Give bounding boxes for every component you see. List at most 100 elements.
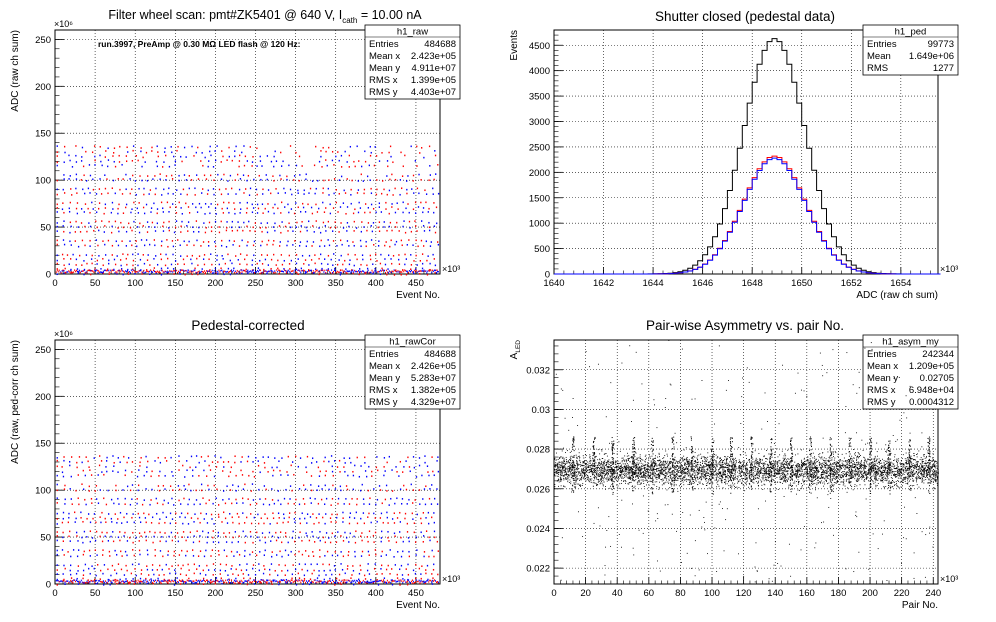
baseline-point — [293, 580, 295, 583]
data-point — [69, 175, 71, 177]
baseline-point — [129, 581, 131, 584]
baseline-point — [152, 581, 154, 584]
data-point — [342, 517, 344, 519]
data-point — [322, 187, 324, 190]
data-point — [198, 255, 201, 257]
data-point — [204, 460, 206, 462]
data-point — [114, 578, 116, 581]
data-point — [388, 212, 390, 215]
data-point — [245, 211, 248, 214]
data-point — [412, 489, 415, 491]
y-tick-label: 500 — [534, 244, 550, 255]
data-point — [217, 513, 220, 516]
data-point — [144, 244, 146, 247]
data-point — [98, 207, 100, 210]
data-point — [921, 473, 923, 475]
data-point — [104, 187, 107, 190]
data-point — [259, 160, 262, 162]
data-point — [317, 485, 320, 487]
x-tick-label: 1642 — [593, 278, 614, 289]
data-point — [761, 480, 763, 482]
data-point — [914, 464, 915, 466]
baseline-point — [224, 270, 226, 273]
data-point — [202, 577, 205, 580]
data-point — [190, 489, 192, 492]
y-tick-label: 200 — [35, 392, 51, 403]
data-point — [197, 583, 199, 585]
data-point — [168, 535, 170, 538]
data-point — [251, 269, 254, 271]
data-point — [611, 467, 613, 468]
data-point — [423, 555, 425, 558]
baseline-point — [328, 269, 330, 272]
baseline-point — [321, 269, 323, 271]
baseline-point — [410, 580, 412, 583]
data-point — [138, 549, 141, 552]
data-point — [323, 211, 326, 213]
data-point — [626, 459, 628, 461]
data-point — [376, 520, 378, 523]
data-point — [132, 549, 134, 551]
data-point — [289, 188, 292, 191]
y-tick-label: 4500 — [529, 41, 550, 52]
data-point — [285, 272, 288, 274]
baseline-point — [348, 579, 350, 582]
data-point — [329, 203, 331, 206]
data-point — [197, 178, 200, 180]
baseline-point — [202, 270, 204, 273]
baseline-point — [352, 579, 354, 582]
data-point — [580, 478, 582, 480]
x-axis-label: ADC (raw ch sum) — [856, 290, 938, 301]
data-point — [309, 516, 312, 518]
data-point — [363, 574, 366, 577]
baseline-point — [230, 579, 232, 581]
baseline-point — [213, 580, 215, 583]
data-point — [424, 189, 426, 192]
data-point — [367, 563, 369, 565]
data-point — [827, 483, 828, 485]
data-point — [370, 521, 372, 524]
data-point — [210, 154, 212, 157]
baseline-point — [408, 579, 410, 581]
data-point — [162, 484, 165, 487]
data-point — [238, 535, 240, 537]
data-point — [859, 465, 861, 467]
data-point — [335, 201, 337, 204]
data-point — [379, 517, 382, 519]
baseline-point — [175, 580, 177, 582]
data-point — [173, 550, 175, 553]
data-point — [395, 269, 397, 272]
data-point — [283, 268, 285, 270]
run-annotation: run.3997, PreAmp @ 0.30 MΩ LED flash @ 1… — [98, 39, 301, 49]
data-point — [171, 151, 173, 154]
baseline-point — [55, 579, 57, 582]
data-point — [880, 471, 882, 473]
data-point — [235, 577, 237, 580]
data-point — [155, 160, 158, 163]
data-point — [319, 539, 321, 542]
data-point — [735, 466, 737, 468]
data-point — [125, 160, 128, 163]
data-point — [664, 462, 666, 464]
data-point — [106, 178, 108, 180]
data-point — [862, 477, 864, 479]
baseline-point — [135, 271, 137, 273]
data-point — [131, 188, 133, 191]
baseline-point — [162, 271, 164, 273]
data-point — [94, 155, 96, 158]
data-point — [350, 188, 352, 191]
data-point — [213, 193, 215, 196]
baseline-point — [363, 581, 365, 583]
data-point — [70, 573, 72, 576]
data-point — [150, 207, 153, 209]
data-point — [353, 535, 355, 538]
data-point — [164, 475, 166, 477]
data-point — [145, 151, 148, 154]
baseline-point — [360, 582, 362, 584]
data-point — [164, 264, 167, 267]
data-point — [259, 259, 261, 262]
baseline-point — [82, 270, 84, 272]
data-point — [847, 467, 849, 469]
baseline-point — [207, 270, 209, 273]
data-point — [144, 531, 146, 534]
